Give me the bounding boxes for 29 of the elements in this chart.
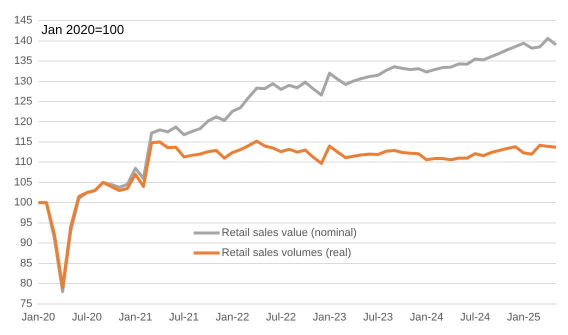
- x-tick-label: Jan-22: [216, 311, 250, 324]
- y-tick-label: 135: [14, 55, 32, 68]
- x-tick-label: Jan-25: [506, 311, 540, 324]
- y-tick-label: 90: [20, 237, 32, 250]
- y-tick-label: 75: [20, 298, 32, 310]
- x-tick-label: Jan-21: [118, 311, 152, 324]
- y-tick-label: 95: [20, 216, 32, 229]
- y-tick-label: 105: [14, 176, 32, 188]
- legend-label: Retail sales value (nominal): [222, 227, 357, 240]
- y-tick-label: 145: [14, 14, 32, 27]
- y-tick-label: 110: [14, 156, 32, 168]
- y-tick-label: 125: [14, 96, 32, 108]
- annotation: Jan 2020=100: [41, 22, 124, 38]
- y-tick-label: 85: [20, 257, 32, 270]
- y-tick-label: 140: [14, 34, 32, 47]
- x-tick-label: Jul-21: [168, 311, 199, 324]
- y-tick-label: 100: [14, 196, 32, 209]
- x-tick-label: Jan-24: [410, 311, 444, 324]
- y-tick-label: 130: [14, 75, 32, 88]
- x-tick-label: Jan-23: [312, 311, 346, 324]
- y-tick-label: 120: [14, 116, 32, 128]
- legend-label: Retail sales volumes (real): [222, 247, 352, 260]
- y-tick-label: 115: [14, 136, 32, 148]
- x-tick-label: Jan-20: [22, 311, 56, 324]
- y-tick-label: 80: [20, 278, 32, 290]
- x-tick-label: Jul-20: [72, 311, 102, 324]
- x-tick-label: Jul-24: [460, 311, 490, 324]
- x-tick-label: Jul-23: [363, 311, 394, 324]
- x-tick-label: Jul-22: [266, 311, 296, 324]
